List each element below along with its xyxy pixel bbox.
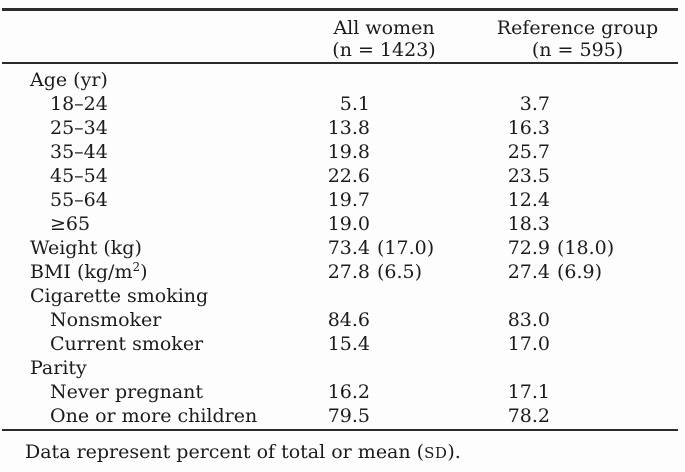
table-row-nonsmoker: Nonsmoker 84.6 83.0 bbox=[0, 308, 685, 332]
row-label: 35–44 bbox=[50, 141, 108, 163]
table-row-bmi: BMI (kg/m2) 27.8 (6.5) 27.4 (6.9) bbox=[0, 260, 685, 284]
table-row-current-smoker: Current smoker 15.4 17.0 bbox=[0, 332, 685, 356]
table-header-rule bbox=[2, 62, 678, 64]
value-cell-reference-group: 72.9 (18.0) bbox=[507, 237, 615, 259]
value-cell-all-women bbox=[280, 68, 470, 92]
column-title: All women bbox=[333, 17, 435, 39]
value-cell-reference-group: 25.7 bbox=[507, 141, 550, 163]
value-cell-all-women: 19.7 bbox=[327, 189, 370, 211]
row-label: Nonsmoker bbox=[50, 309, 162, 331]
value-cell-all-women: 13.8 bbox=[327, 117, 370, 139]
column-header-reference-group: Reference group (n = 595) bbox=[470, 17, 685, 61]
value-cell-all-women: 16.2 bbox=[327, 381, 370, 403]
value-cell-reference-group: 27.4 (6.9) bbox=[507, 261, 603, 283]
value-cell-all-women: 19.8 bbox=[327, 141, 370, 163]
row-label: Age (yr) bbox=[30, 69, 108, 91]
row-label: ≥65 bbox=[50, 213, 91, 235]
table-row-age-18-24: 18–24 5.1 3.7 bbox=[0, 92, 685, 116]
table-row-age-35-44: 35–44 19.8 25.7 bbox=[0, 140, 685, 164]
table-bottom-rule bbox=[2, 429, 678, 431]
value-cell-reference-group: 17.0 bbox=[507, 333, 550, 355]
value-cell-reference-group: 83.0 bbox=[507, 309, 550, 331]
table-row-age-65-plus: ≥65 19.0 18.3 bbox=[0, 212, 685, 236]
table-row-age-55-64: 55–64 19.7 12.4 bbox=[0, 188, 685, 212]
column-title: Reference group bbox=[496, 17, 659, 39]
value-cell-all-women: 73.4 (17.0) bbox=[327, 237, 435, 259]
table-row-weight: Weight (kg) 73.4 (17.0) 72.9 (18.0) bbox=[0, 236, 685, 260]
value-cell-all-women: 15.4 bbox=[327, 333, 370, 355]
row-label: 45–54 bbox=[50, 165, 108, 187]
table-row-parity-category: Parity bbox=[0, 356, 685, 380]
value-cell-all-women: 19.0 bbox=[327, 213, 370, 235]
header-spacer bbox=[0, 17, 280, 61]
value-cell-reference-group: 17.1 bbox=[507, 381, 550, 403]
value-cell-all-women: 79.5 bbox=[327, 405, 370, 427]
column-n-label: (n = 1423) bbox=[332, 39, 436, 61]
value-cell-all-women: 27.8 (6.5) bbox=[327, 261, 423, 283]
value-cell-reference-group: 16.3 bbox=[507, 117, 550, 139]
column-n-label: (n = 595) bbox=[531, 39, 624, 61]
row-label: Cigarette smoking bbox=[30, 285, 209, 307]
table-row-smoking-category: Cigarette smoking bbox=[0, 284, 685, 308]
value-cell-reference-group: 3.7 bbox=[519, 93, 550, 115]
value-cell-all-women: 84.6 bbox=[327, 309, 370, 331]
superscript-2: 2 bbox=[132, 260, 141, 274]
column-header-all-women: All women (n = 1423) bbox=[280, 17, 470, 61]
row-label: BMI (kg/m2) bbox=[30, 260, 148, 283]
row-label: One or more children bbox=[50, 405, 258, 427]
row-label: Current smoker bbox=[50, 333, 204, 355]
row-label: Never pregnant bbox=[50, 381, 204, 403]
value-cell-all-women bbox=[280, 356, 470, 380]
value-cell-reference-group bbox=[470, 68, 685, 92]
row-label: 18–24 bbox=[50, 93, 108, 115]
table-row-age-25-34: 25–34 13.8 16.3 bbox=[0, 116, 685, 140]
value-cell-reference-group: 78.2 bbox=[507, 405, 550, 427]
value-cell-reference-group bbox=[470, 284, 685, 308]
value-cell-all-women: 22.6 bbox=[327, 165, 370, 187]
value-cell-all-women: 5.1 bbox=[339, 93, 370, 115]
table-header-row: All women (n = 1423) Reference group (n … bbox=[0, 17, 685, 61]
table-row-never-pregnant: Never pregnant 16.2 17.1 bbox=[0, 380, 685, 404]
table-top-rule bbox=[2, 8, 678, 11]
table-row-one-or-more-children: One or more children 79.5 78.2 bbox=[0, 404, 685, 428]
row-label: 55–64 bbox=[50, 189, 108, 211]
table-row-age-45-54: 45–54 22.6 23.5 bbox=[0, 164, 685, 188]
value-cell-reference-group: 18.3 bbox=[507, 213, 550, 235]
value-cell-reference-group: 12.4 bbox=[507, 189, 550, 211]
value-cell-reference-group: 23.5 bbox=[507, 165, 550, 187]
row-label: 25–34 bbox=[50, 117, 108, 139]
table-body: Age (yr) 18–24 5.1 3.7 25–34 13.8 16.3 3… bbox=[0, 68, 685, 428]
table-row-age-category: Age (yr) bbox=[0, 68, 685, 92]
row-label: Weight (kg) bbox=[30, 237, 142, 259]
row-label: Parity bbox=[30, 357, 87, 379]
value-cell-all-women bbox=[280, 284, 470, 308]
value-cell-reference-group bbox=[470, 356, 685, 380]
smallcaps-sd: SD bbox=[424, 444, 448, 462]
table-footnote: Data represent percent of total or mean … bbox=[25, 441, 461, 463]
